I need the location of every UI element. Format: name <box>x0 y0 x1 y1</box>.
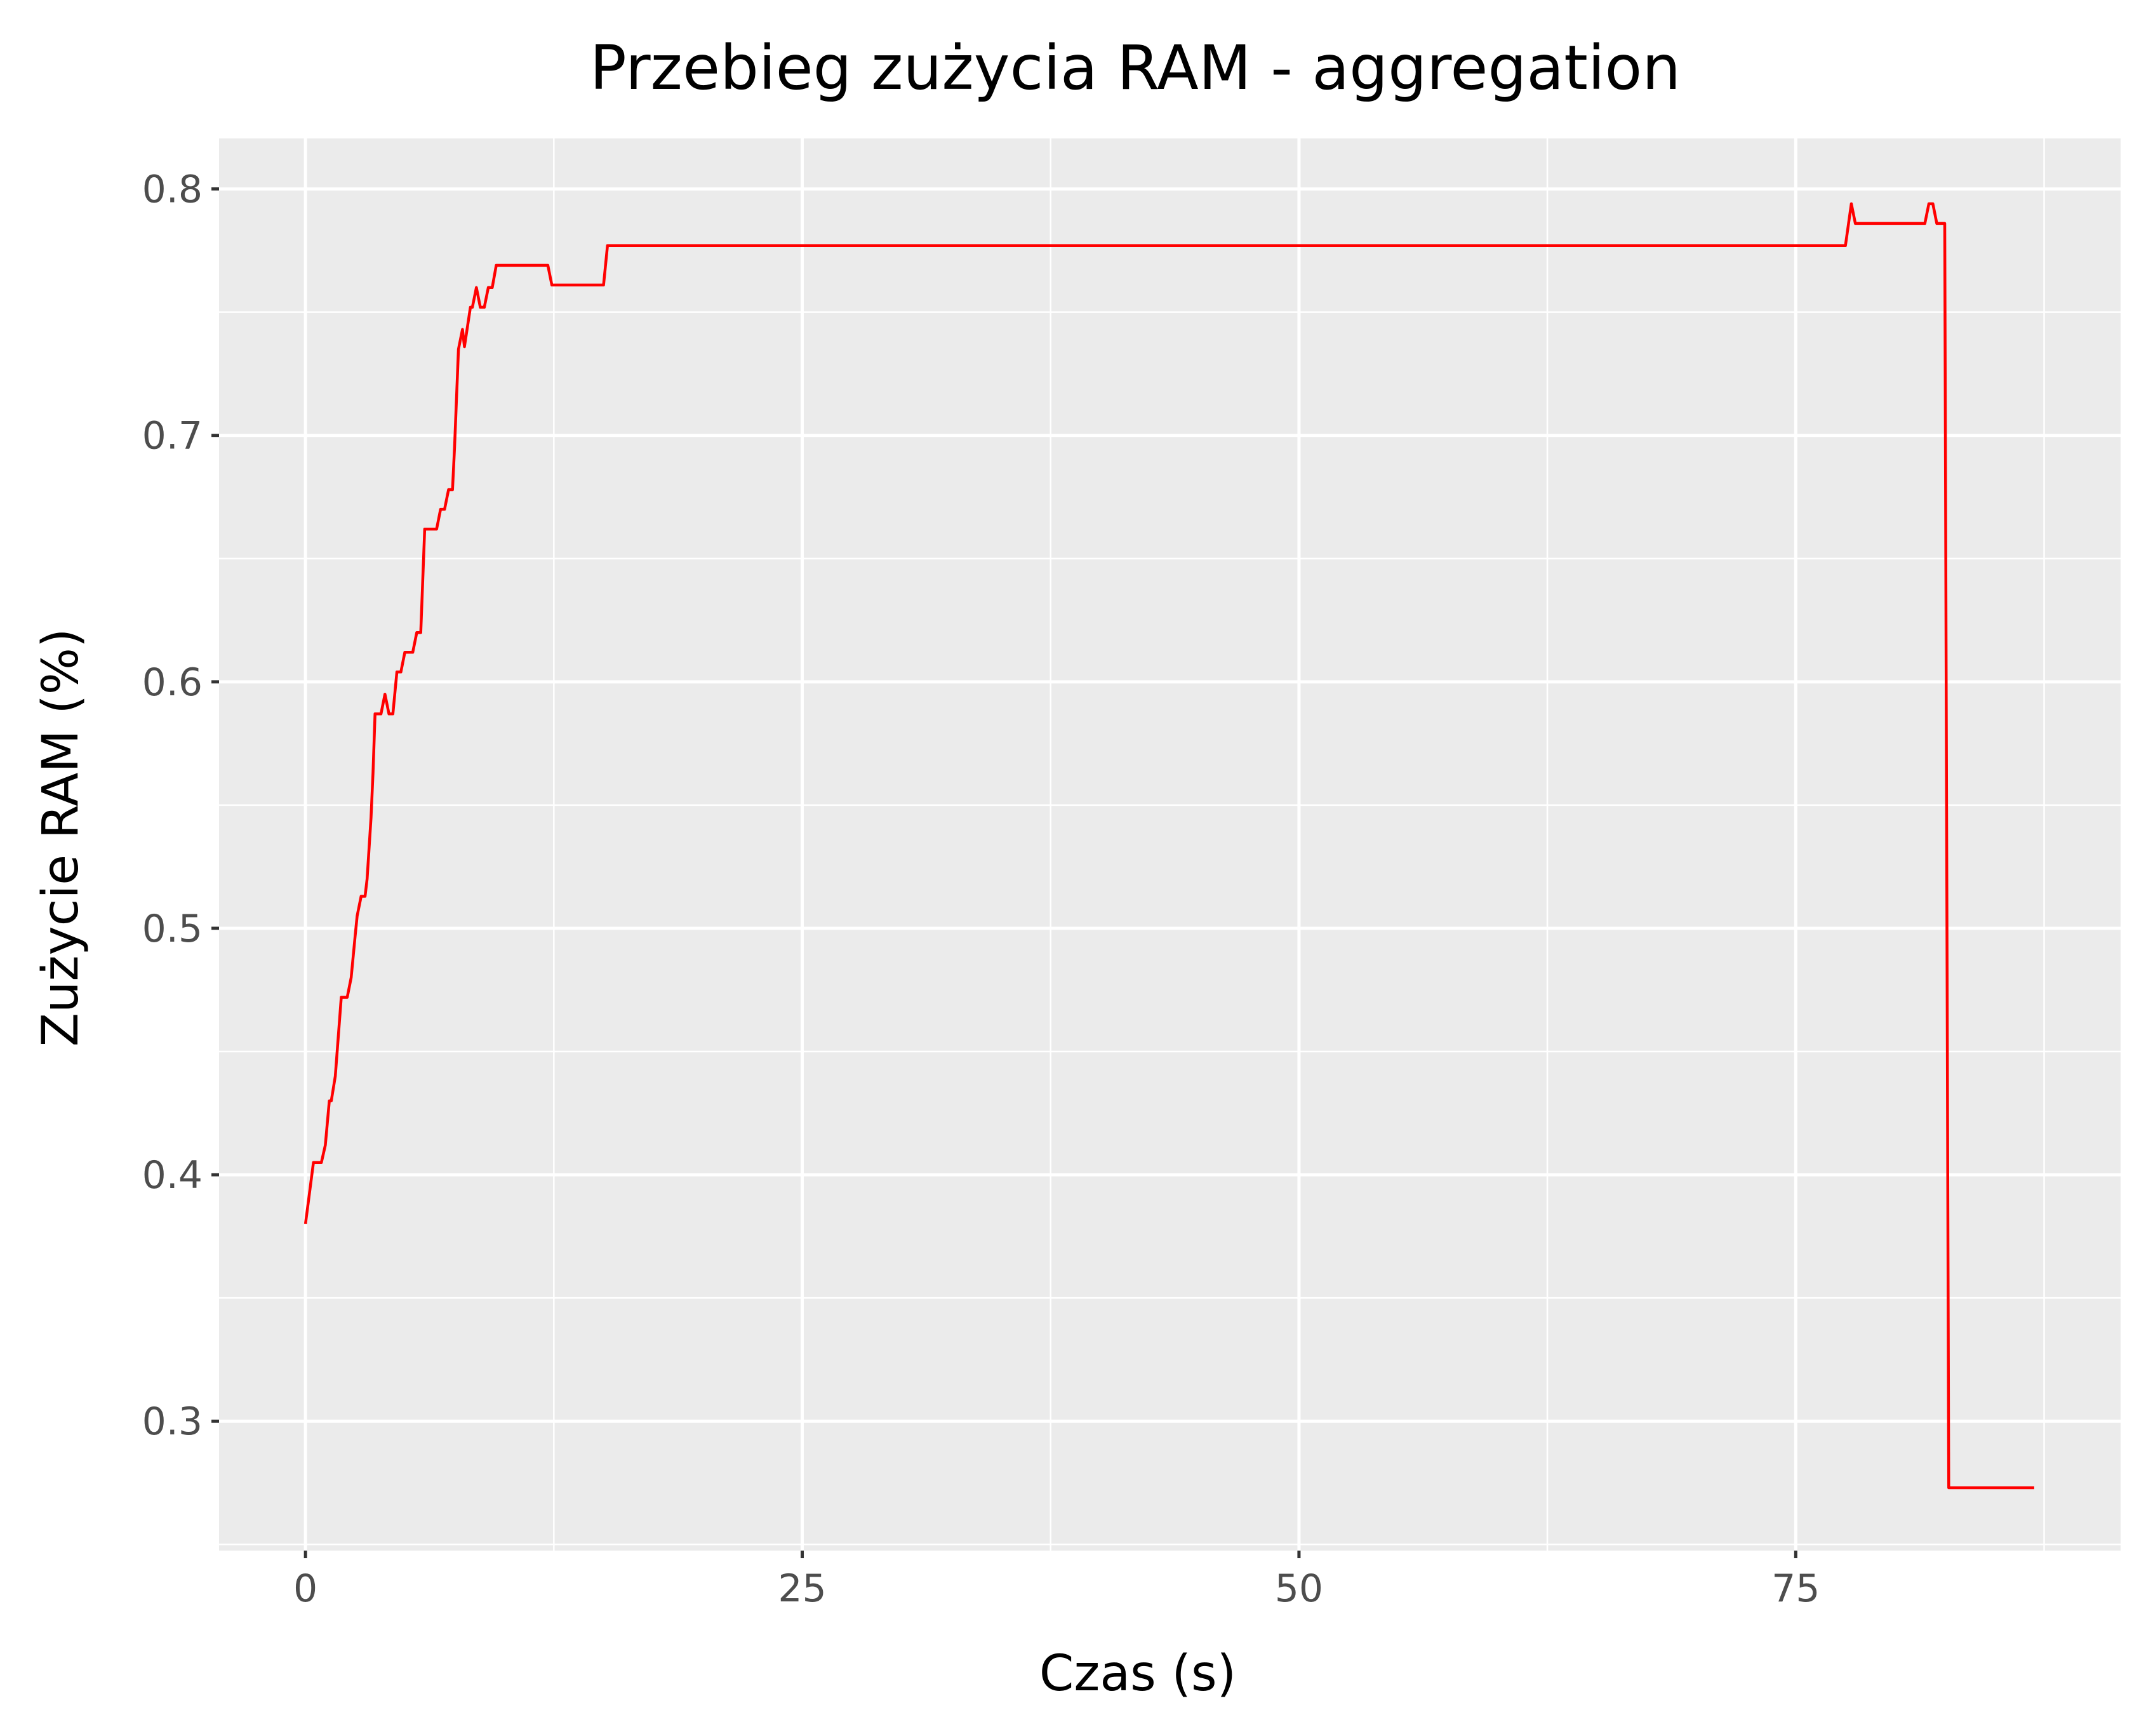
y-tick-label: 0.7 <box>142 414 203 458</box>
x-tick-label: 0 <box>293 1566 317 1611</box>
x-tick-label: 75 <box>1771 1566 1820 1611</box>
y-tick-label: 0.6 <box>142 660 203 705</box>
minor-gridlines <box>219 138 2121 1551</box>
y-tick-label: 0.3 <box>142 1399 203 1444</box>
chart-title: Przebieg zużycia RAM - aggregation <box>590 32 1681 103</box>
major-gridlines <box>219 138 2121 1551</box>
series-line <box>303 202 2034 1490</box>
y-tick-label: 0.4 <box>142 1153 203 1198</box>
y-axis-title: Zużycie RAM (%) <box>32 629 90 1047</box>
x-axis-ticks: 0 25 50 75 <box>293 1551 1820 1611</box>
plot-panel <box>219 138 2121 1551</box>
y-axis-ticks: 0.3 0.4 0.5 0.6 0.7 0.8 <box>142 168 219 1444</box>
y-tick-label: 0.8 <box>142 168 203 212</box>
x-axis-title: Czas (s) <box>1039 1645 1236 1702</box>
x-tick-label: 25 <box>778 1566 826 1611</box>
y-tick-label: 0.5 <box>142 907 203 951</box>
x-tick-label: 50 <box>1275 1566 1323 1611</box>
